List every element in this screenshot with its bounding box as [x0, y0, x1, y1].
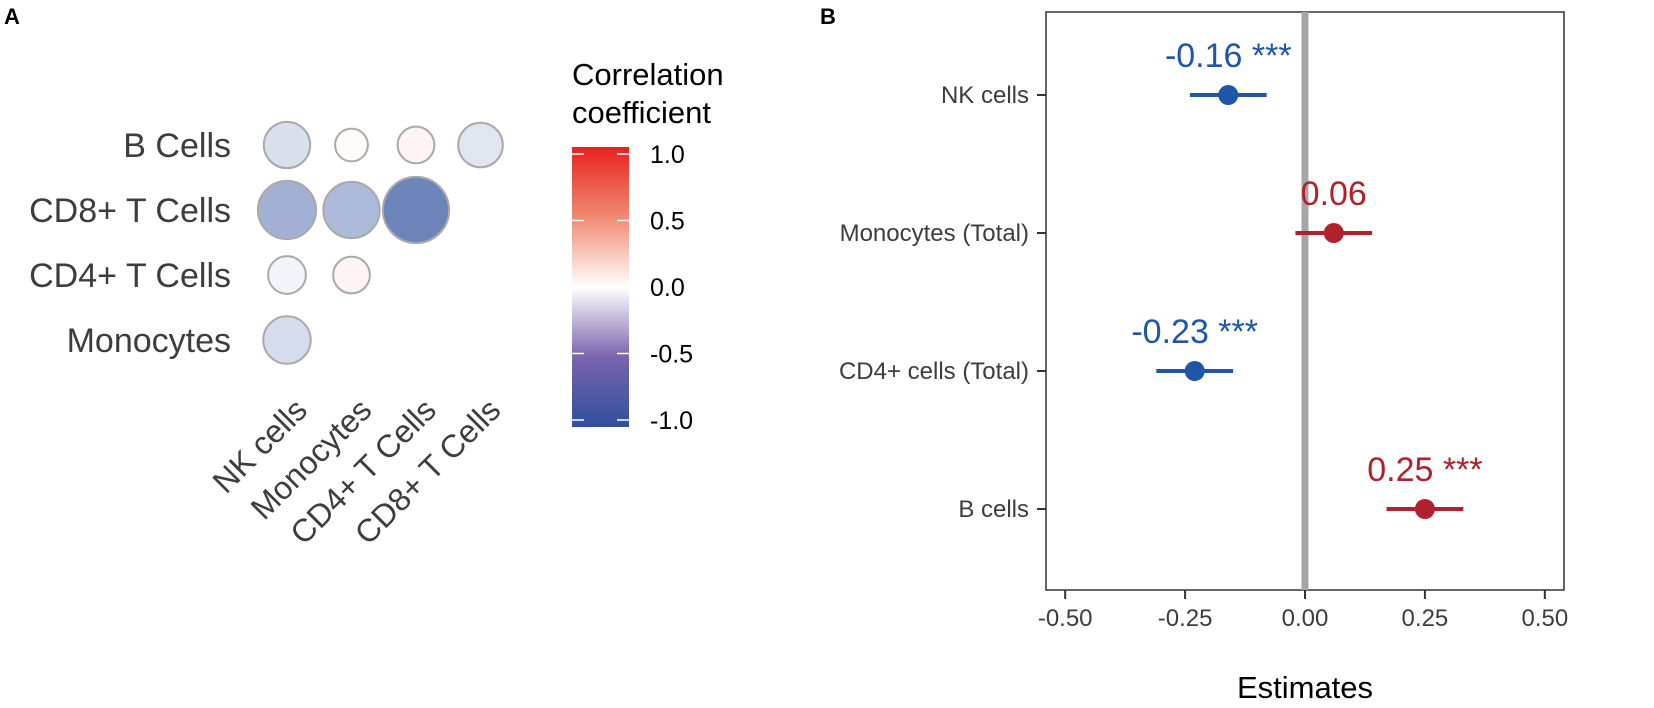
row-label: B Cells [123, 127, 231, 165]
estimate-marks: -0.16 *** 0.06 -0.23 *** 0.25 *** [1131, 37, 1483, 519]
y-tick-label: B cells [958, 496, 1029, 523]
correlation-bubbles [256, 120, 504, 365]
y-tick-label: NK cells [941, 82, 1029, 109]
color-legend: Correlation coefficient 1.0 0.5 0.0 -0.5 -1.… [572, 57, 724, 435]
legend-title-line-1: Correlation [572, 57, 724, 92]
correlation-bubble [267, 255, 307, 295]
panel-a: A B Cells CD8+ T Cells CD4+ T Cells Monocyt… [4, 4, 724, 551]
legend-title-line-2: coefficient [572, 95, 711, 130]
correlation-bubble [457, 121, 504, 169]
estimate-label: -0.23 *** [1131, 313, 1258, 351]
correlation-bubble [322, 180, 381, 240]
correlation-bubble [256, 179, 318, 241]
panel-b: B NK cells Monocytes (Total) CD4+ cells (T… [820, 4, 1568, 705]
correlation-bubble [332, 255, 371, 295]
y-tick-label: CD4+ cells (Total) [839, 358, 1029, 385]
estimate-point [1323, 223, 1344, 243]
correlation-bubble [262, 120, 312, 170]
legend-tick-label: 0.5 [650, 208, 685, 236]
legend-tick-label: 0.0 [650, 274, 685, 302]
correlation-bubble [334, 127, 369, 163]
x-tick-label: 0.00 [1282, 605, 1329, 632]
x-axis-title: Estimates [1237, 670, 1373, 705]
estimate-point [1184, 361, 1205, 381]
row-label: CD8+ T Cells [29, 192, 231, 230]
correlation-bubble [381, 175, 451, 245]
x-axis: -0.50 -0.25 0.00 0.25 0.50 [1038, 590, 1568, 632]
x-tick-label: 0.50 [1521, 605, 1568, 632]
x-tick-label: 0.25 [1402, 605, 1449, 632]
x-tick-label: -0.50 [1038, 605, 1093, 632]
estimate-label: 0.06 [1301, 175, 1367, 213]
estimate-label: -0.16 *** [1165, 37, 1292, 75]
estimate-point [1414, 499, 1435, 519]
legend-tick-label: -0.5 [650, 341, 693, 369]
panel-b-label: B [820, 4, 836, 29]
row-label: Monocytes [67, 322, 231, 360]
correlation-bubble [262, 315, 312, 365]
estimate-label: 0.25 *** [1367, 451, 1482, 489]
y-tick-label: Monocytes (Total) [840, 220, 1029, 247]
y-axis: NK cells Monocytes (Total) CD4+ cells (Tot… [839, 82, 1046, 523]
panel-a-label: A [4, 4, 20, 29]
legend-tick-label: 1.0 [650, 141, 685, 169]
row-labels: B Cells CD8+ T Cells CD4+ T Cells Monocytes [29, 127, 231, 360]
legend-ticks: 1.0 0.5 0.0 -0.5 -1.0 [572, 141, 693, 435]
legend-tick-label: -1.0 [650, 407, 693, 435]
estimate-point [1218, 85, 1239, 105]
x-tick-label: -0.25 [1158, 605, 1213, 632]
correlation-bubble [396, 125, 436, 165]
row-label: CD4+ T Cells [29, 257, 231, 295]
